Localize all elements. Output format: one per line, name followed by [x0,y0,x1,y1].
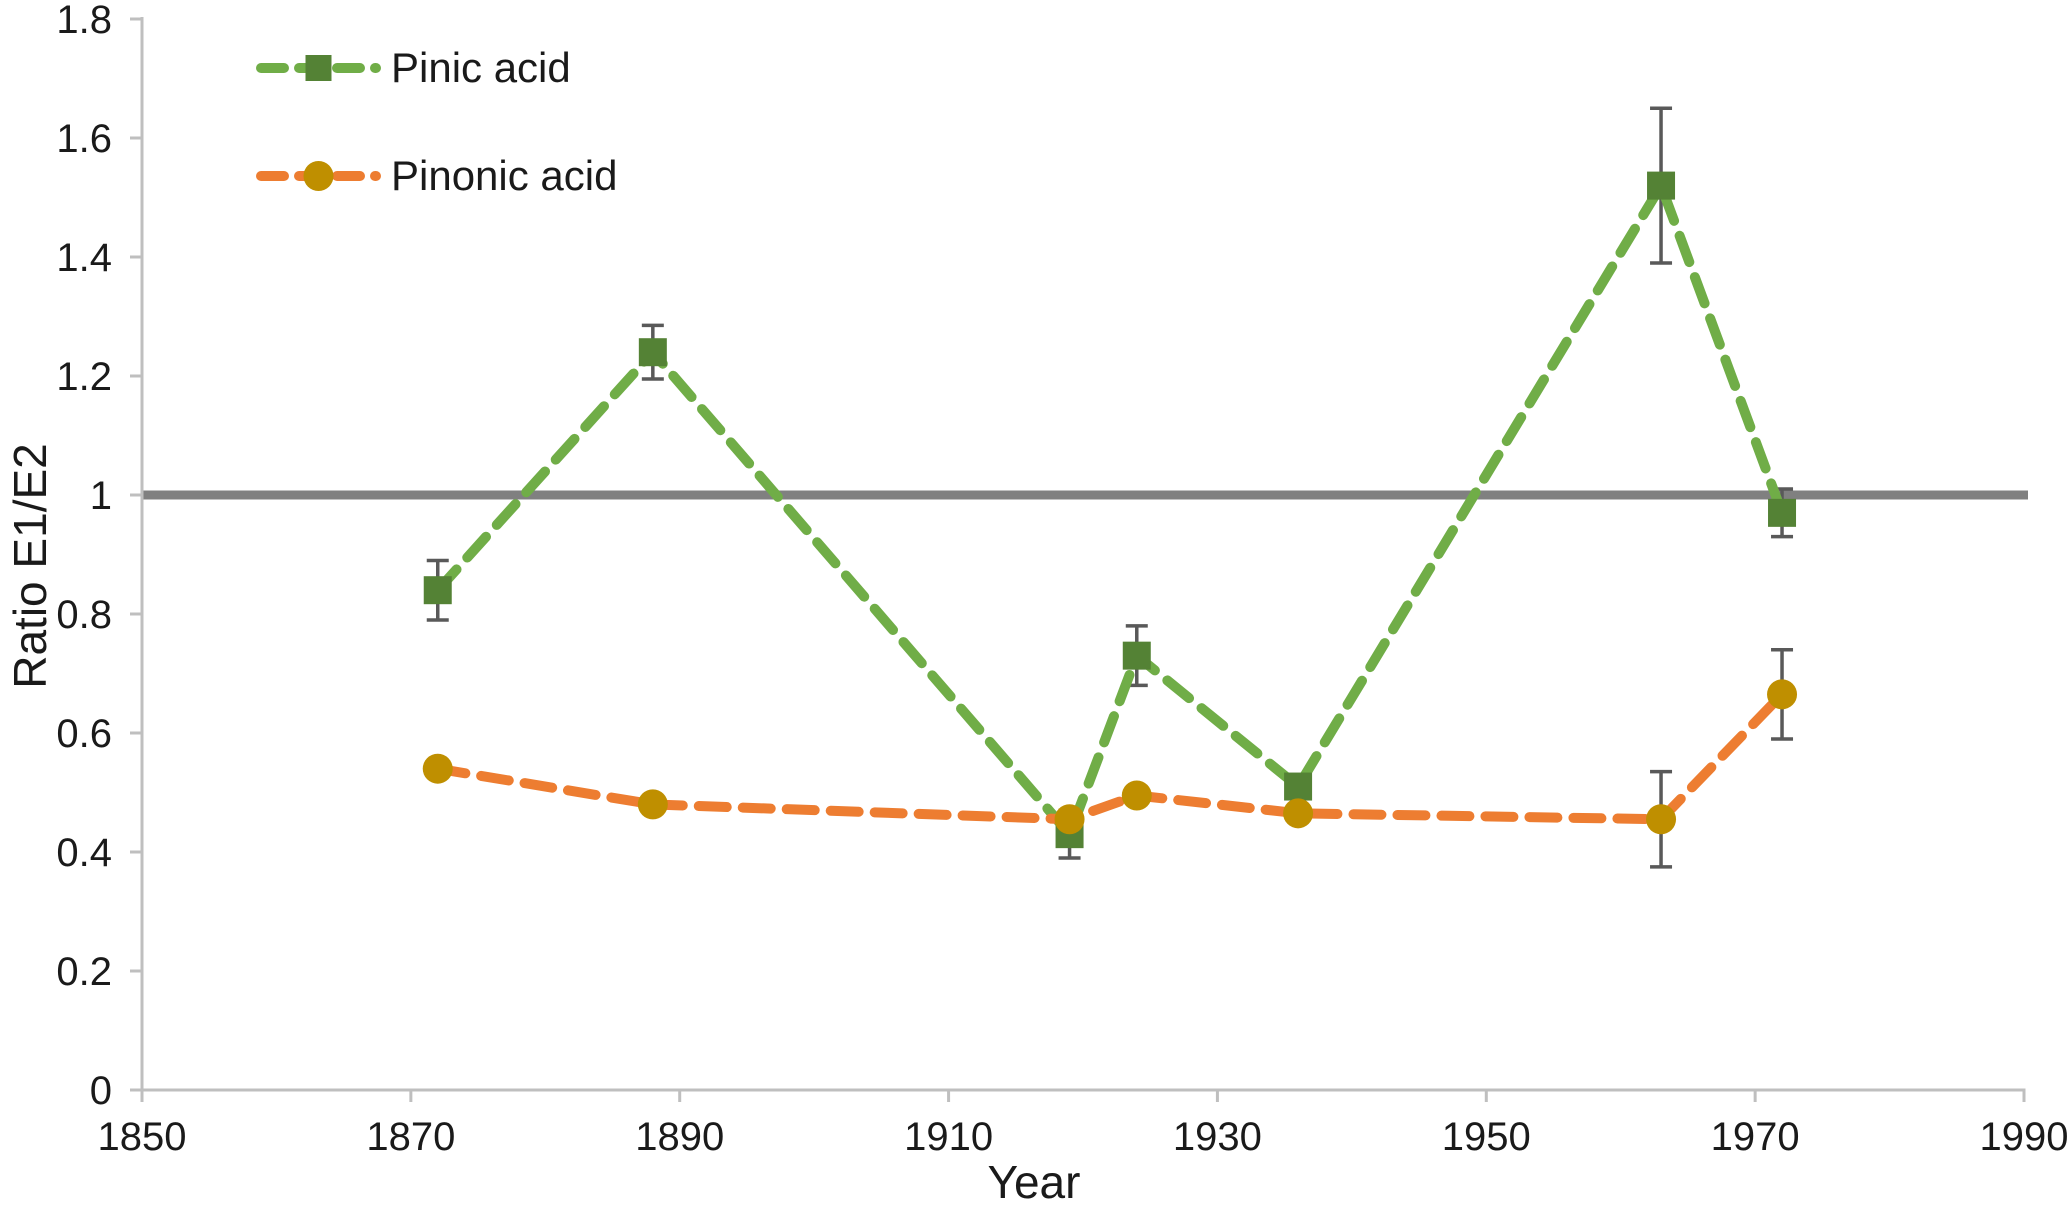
x-tick-label: 1890 [635,1115,724,1159]
pinic-acid-line [432,180,1788,840]
x-tick-label: 1950 [1442,1115,1531,1159]
y-tick-label: 1.4 [56,236,112,280]
pinic-acid-marker [1768,498,1797,527]
legend-item-pinic-acid: Pinic acid [256,44,617,92]
pinonic-acid-marker [1767,679,1798,710]
legend-swatch-pinonic-acid [256,161,381,191]
pinonic-acid-marker [1646,804,1677,835]
pinonic-acid-marker [1054,804,1085,835]
legend-item-pinonic-acid: Pinonic acid [256,152,617,200]
y-tick-label: 0.6 [56,712,112,756]
pinonic-acid-marker [637,789,668,820]
legend-swatch-shape [303,161,334,191]
legend: Pinic acid Pinonic acid [256,44,617,200]
pinic-acid-marker [423,576,452,605]
legend-swatch-pinic-acid [256,55,381,81]
y-tick-label: 1.8 [56,0,112,42]
pinonic-acid-marker [422,753,453,784]
y-tick-label: 1.6 [56,117,112,161]
x-tick-label: 1870 [366,1115,455,1159]
y-tick-label: 0.4 [56,831,112,875]
pinonic-acid-marker [1283,798,1314,829]
pinic-acid-marker [1122,641,1151,670]
x-axis-title: Year [987,1156,1081,1208]
y-tick-label: 0 [90,1069,112,1113]
y-tick-label: 0.2 [56,950,112,994]
y-tick-label: 1.2 [56,355,112,399]
legend-swatch-shape [305,55,332,81]
x-tick-label: 1850 [98,1115,187,1159]
x-tick-label: 1910 [904,1115,993,1159]
y-tick-label: 0.8 [56,593,112,637]
legend-label-pinic-acid: Pinic acid [391,44,571,91]
x-tick-label: 1930 [1173,1115,1262,1159]
y-axis-title: Ratio E1/E2 [4,443,56,689]
pinic-acid-marker [1647,171,1676,200]
pinonic-acid-marker [1121,780,1152,811]
x-tick-label: 1970 [1711,1115,1800,1159]
x-tick-label: 1990 [1980,1115,2068,1159]
y-tick-label: 1 [90,474,112,518]
pinic-acid-marker [1284,772,1313,801]
legend-label-pinonic-acid: Pinonic acid [391,152,618,199]
pinic-acid-marker [638,338,667,367]
